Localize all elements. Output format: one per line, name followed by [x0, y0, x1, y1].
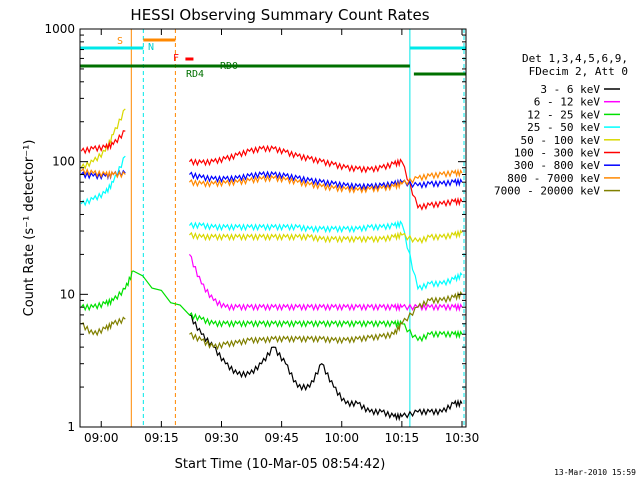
series-line-3-1	[188, 219, 463, 292]
legend-label-6: 300 - 800 keV	[514, 159, 600, 172]
legend-label-8: 7000 - 20000 keV	[494, 185, 600, 198]
series-line-4-1	[188, 229, 463, 245]
x-tick-label-4: 10:00	[324, 431, 359, 445]
legend-label-0: 3 - 6 keV	[540, 83, 600, 96]
bands-layer	[80, 29, 466, 427]
series-5	[80, 130, 463, 211]
series-line-8-0	[80, 316, 126, 337]
x-axis: 09:00 09:15 09:30 09:45 10:00 10:15 10:30	[84, 29, 479, 445]
x-tick-label-3: 09:45	[264, 431, 299, 445]
x-tick-label-2: 09:30	[204, 431, 239, 445]
chart-title: HESSI Observing Summary Count Rates	[130, 6, 429, 24]
y-tick-label-3: 1000	[44, 22, 75, 36]
y-axis-label: Count Rate (s⁻¹ detector⁻¹)	[22, 140, 37, 317]
y-axis: 1 10 100 1000	[44, 22, 466, 434]
series-line-4-0	[80, 108, 126, 170]
legend-label-4: 50 - 100 keV	[521, 134, 601, 147]
series-line-6-1	[188, 170, 463, 191]
series-8	[80, 290, 463, 351]
legend-label-1: 6 - 12 keV	[534, 96, 601, 109]
annotation-1: N	[148, 42, 154, 53]
timestamp: 13-Mar-2010 15:59	[554, 468, 636, 477]
series-line-5-1	[188, 144, 463, 211]
series-line-7-0	[80, 167, 126, 180]
series-1	[188, 254, 463, 313]
series-4	[80, 108, 463, 245]
legend-label-7: 800 - 7000 keV	[507, 172, 600, 185]
legend-label-3: 25 - 50 keV	[527, 121, 600, 134]
annotation-0: S	[117, 36, 123, 47]
legend-label-5: 100 - 300 keV	[514, 147, 600, 160]
series-7	[80, 167, 463, 194]
series-layer	[80, 108, 463, 422]
annotation-4: RD4	[186, 69, 204, 80]
series-line-1-6	[188, 254, 463, 313]
series-line-5-0	[80, 130, 126, 155]
series-line-2-0	[80, 270, 463, 343]
x-tick-label-6: 10:30	[445, 431, 480, 445]
y-tick-label-1: 10	[60, 287, 75, 301]
x-tick-label-0: 09:00	[84, 431, 119, 445]
annotation-layer: S N F RD0 RD4	[117, 36, 238, 80]
series-line-0-6	[189, 314, 463, 422]
legend-header-0: Det 1,3,4,5,6,9,	[522, 52, 628, 65]
legend-label-2: 12 - 25 keV	[527, 108, 600, 121]
legend-header-1: FDecim 2, Att 0	[529, 65, 628, 78]
x-axis-label: Start Time (10-Mar-05 08:54:42)	[175, 457, 386, 472]
legend: Det 1,3,4,5,6,9,FDecim 2, Att 0 3 - 6 keV…	[494, 52, 628, 198]
y-tick-label-0: 1	[67, 420, 75, 434]
annotation-3: RD0	[220, 61, 238, 72]
x-tick-label-1: 09:15	[144, 431, 179, 445]
series-2	[80, 270, 463, 343]
series-line-8-1	[189, 290, 463, 351]
y-tick-label-2: 100	[52, 155, 75, 169]
annotation-2: F	[173, 53, 179, 64]
x-tick-label-5: 10:15	[385, 431, 420, 445]
series-0	[189, 314, 463, 422]
plot-frame	[79, 28, 467, 428]
series-line-7-1	[188, 168, 463, 194]
